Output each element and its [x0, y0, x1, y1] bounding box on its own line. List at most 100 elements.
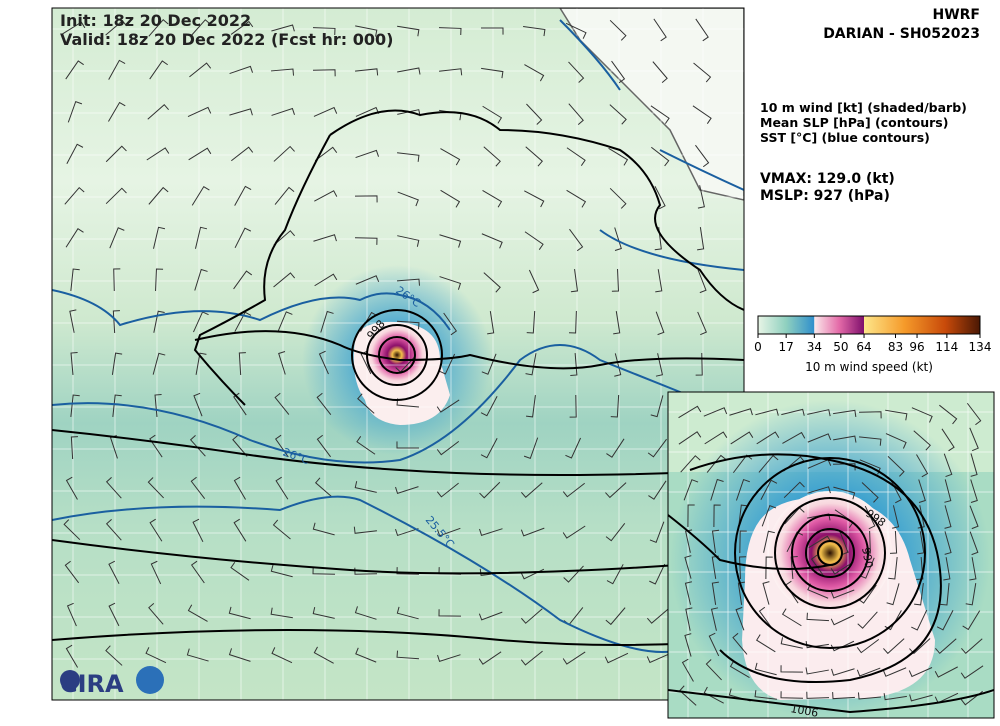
wind-barb — [189, 435, 206, 457]
wind-barb — [685, 607, 693, 631]
wind-barb — [231, 146, 254, 162]
wind-barb — [569, 228, 584, 252]
wind-barb — [520, 650, 543, 666]
wind-barb — [397, 25, 420, 37]
wind-barb — [113, 268, 121, 292]
wind-barb — [830, 589, 855, 599]
wind-barb — [609, 187, 627, 209]
wind-barb — [606, 438, 625, 458]
colorbar-tick-label: 0 — [754, 340, 762, 354]
wind-barb — [439, 234, 462, 248]
wind-barb — [275, 476, 289, 500]
wind-barb — [234, 185, 252, 206]
wind-barb — [735, 606, 745, 631]
wind-barb — [613, 311, 621, 335]
wind-barb — [191, 185, 210, 206]
wind-barb — [695, 18, 709, 42]
wind-barb — [478, 651, 502, 665]
wind-barb — [729, 660, 750, 678]
wind-barb — [194, 268, 208, 291]
wind-barb — [312, 607, 335, 619]
wind-barb — [806, 691, 830, 699]
wind-barb — [970, 479, 978, 503]
wind-barb — [908, 667, 933, 678]
wind-barb — [312, 522, 335, 536]
wind-barb — [562, 651, 586, 665]
wind-barb — [108, 101, 126, 122]
wind-barb — [918, 479, 926, 503]
wind-barb — [695, 144, 710, 168]
wind-barb — [943, 557, 951, 581]
wind-barb — [195, 352, 207, 375]
wind-barb — [397, 235, 420, 247]
wind-barb — [697, 269, 707, 294]
wind-barb — [230, 20, 254, 35]
wind-barb — [885, 433, 907, 449]
colorbar-tick-label: 50 — [833, 340, 848, 354]
wind-barb — [790, 556, 798, 580]
wind-barb — [566, 147, 586, 166]
wind-barb — [832, 463, 856, 471]
wind-barb — [697, 227, 705, 251]
wind-barb — [678, 405, 702, 419]
wind-barb — [936, 609, 954, 631]
wind-barb — [320, 310, 334, 333]
wind-barb — [149, 434, 163, 458]
wind-barb — [911, 609, 928, 631]
wind-barb — [609, 104, 627, 125]
wind-barb — [480, 438, 498, 459]
wind-barb — [713, 504, 721, 528]
wind-barb — [436, 440, 460, 456]
wind-barb — [150, 560, 162, 585]
logo-mark — [136, 666, 164, 694]
wind-barb — [480, 396, 498, 417]
wind-barb — [833, 435, 857, 443]
wind-barb — [758, 454, 779, 473]
wind-barb — [443, 312, 458, 336]
wind-barb — [526, 103, 543, 125]
wind-barb — [190, 19, 211, 37]
wind-barb — [190, 560, 205, 584]
colorbar-tick-label: 134 — [969, 340, 992, 354]
colorbar-tick-label: 83 — [888, 340, 903, 354]
wind-barb — [112, 394, 122, 417]
wind-barb — [917, 531, 925, 555]
wind-barb — [833, 486, 856, 500]
wind-barb — [278, 351, 286, 375]
wind-barb — [271, 107, 295, 116]
wind-barb — [883, 638, 905, 655]
wind-barb — [754, 690, 777, 700]
wind-barb — [683, 479, 699, 501]
wind-barb — [108, 602, 120, 627]
wind-barb — [438, 27, 462, 36]
wind-barb — [970, 453, 978, 477]
wind-barb — [697, 185, 705, 209]
wind-barb — [70, 351, 78, 376]
wind-barb — [525, 146, 543, 167]
wind-barb — [886, 583, 900, 606]
wind-barb — [436, 482, 459, 498]
wind-barb — [148, 186, 169, 205]
wind-barb — [64, 186, 85, 205]
wind-barb — [395, 528, 419, 537]
wind-barb — [780, 665, 804, 673]
wind-barb — [313, 234, 337, 242]
wind-barb — [187, 106, 212, 118]
wind-barb — [685, 529, 693, 553]
wind-barb — [755, 408, 779, 416]
wind-barb — [609, 19, 627, 41]
wind-barb — [149, 518, 163, 542]
wind-barb — [66, 602, 77, 627]
wind-barb — [655, 353, 664, 377]
wind-barb — [711, 529, 720, 553]
wind-barb — [360, 350, 372, 375]
wind-barb — [762, 581, 770, 605]
wind-barb — [314, 477, 333, 498]
wind-barb — [807, 409, 831, 417]
wind-barb — [858, 411, 882, 419]
wind-barb — [65, 228, 84, 248]
wind-barb — [678, 431, 702, 445]
wind-barb — [64, 560, 80, 584]
wind-barb — [232, 434, 248, 457]
